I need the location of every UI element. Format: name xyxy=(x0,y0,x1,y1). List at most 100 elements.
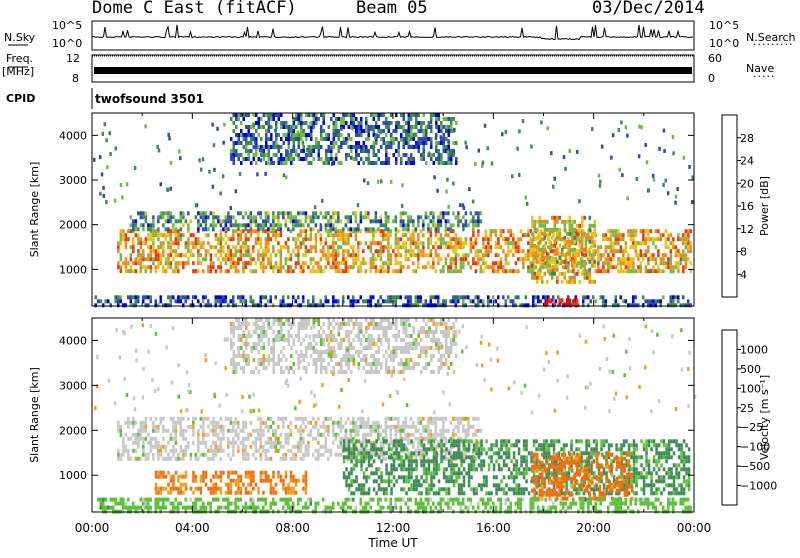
velocity-cell xyxy=(175,437,178,441)
power-cell xyxy=(303,157,306,161)
velocity-cell xyxy=(325,429,328,433)
power-cell xyxy=(233,141,236,145)
power-cell xyxy=(185,261,188,265)
velocity-cell xyxy=(468,475,471,479)
velocity-cell xyxy=(375,491,378,495)
power-cell xyxy=(290,133,293,137)
power-cell xyxy=(235,223,238,227)
power-cell xyxy=(235,113,238,117)
power-cell xyxy=(385,149,388,153)
velocity-cell xyxy=(207,425,210,429)
power-cell xyxy=(408,113,411,117)
power-cell xyxy=(515,241,518,245)
velocity-cell xyxy=(525,443,528,447)
power-cell xyxy=(615,303,618,307)
power-cell xyxy=(318,153,321,157)
power-cell xyxy=(322,215,325,219)
power-cell xyxy=(579,244,582,248)
power-cell xyxy=(125,261,128,265)
velocity-cell xyxy=(423,455,426,459)
power-cell xyxy=(120,265,123,269)
power-cell xyxy=(245,157,248,161)
power-cell xyxy=(255,149,258,153)
power-cell xyxy=(230,261,233,265)
power-cell xyxy=(632,265,635,269)
power-cell xyxy=(595,269,598,273)
power-cell xyxy=(150,299,153,303)
power-cell xyxy=(247,237,250,241)
power-cell xyxy=(104,122,107,126)
power-cell xyxy=(365,215,368,219)
power-cell xyxy=(635,269,638,273)
power-cell xyxy=(300,211,303,215)
power-cell xyxy=(331,162,334,166)
velocity-cell xyxy=(565,443,568,447)
power-cell xyxy=(347,295,350,299)
power-cell xyxy=(507,249,510,253)
power-cell xyxy=(395,269,398,273)
velocity-cell xyxy=(360,459,363,463)
power-cell xyxy=(295,237,298,241)
velocity-cell xyxy=(458,451,461,455)
power-cell xyxy=(297,219,300,223)
power-cell xyxy=(365,125,368,129)
power-cell xyxy=(222,257,225,261)
power-cell xyxy=(622,299,625,303)
velocity-cell xyxy=(505,491,508,495)
power-cell xyxy=(152,237,155,241)
power-cell xyxy=(233,121,236,125)
power-cell xyxy=(253,137,256,141)
power-cell xyxy=(162,265,165,269)
power-cell xyxy=(677,237,680,241)
velocity-cell xyxy=(242,429,245,433)
velocity-cell xyxy=(125,445,128,449)
power-cell xyxy=(430,129,433,133)
velocity-cell xyxy=(600,443,603,447)
power-cell xyxy=(245,141,248,145)
power-cell xyxy=(283,121,286,125)
velocity-cell xyxy=(438,443,441,447)
power-cell xyxy=(285,175,288,179)
power-cell xyxy=(345,265,348,269)
power-cell xyxy=(472,219,475,223)
velocity-cell xyxy=(460,417,463,421)
power-cell xyxy=(235,249,238,253)
velocity-cell xyxy=(275,441,278,445)
power-cell xyxy=(315,261,318,265)
power-cell xyxy=(612,253,615,257)
power-cell xyxy=(368,137,371,141)
power-cell xyxy=(413,161,416,165)
power-cell xyxy=(435,113,438,117)
velocity-cell xyxy=(167,441,170,445)
power-cell xyxy=(378,117,381,121)
power-cell xyxy=(255,223,258,227)
power-cell xyxy=(657,249,660,253)
power-cell xyxy=(190,241,193,245)
power-cell xyxy=(240,233,243,237)
power-cell xyxy=(405,137,408,141)
power-cell xyxy=(465,223,468,227)
velocity-cell xyxy=(430,439,433,443)
power-cell xyxy=(117,299,120,303)
power-cell xyxy=(353,145,356,149)
power-cell xyxy=(155,269,158,273)
velocity-cell xyxy=(157,445,160,449)
power-cell xyxy=(491,162,494,166)
power-cell xyxy=(412,237,415,241)
velocity-cell xyxy=(393,443,396,447)
power-cell xyxy=(589,272,592,276)
power-cell xyxy=(657,229,660,233)
power-cell xyxy=(637,303,640,307)
power-cell xyxy=(120,183,123,187)
power-cell xyxy=(410,125,413,129)
velocity-cell xyxy=(380,471,383,475)
power-cell xyxy=(305,261,308,265)
power-cell xyxy=(640,249,643,253)
velocity-cell xyxy=(440,459,443,463)
power-cell xyxy=(415,295,418,299)
velocity-cell xyxy=(170,433,173,437)
power-cell xyxy=(268,161,271,165)
velocity-cell xyxy=(463,491,466,495)
power-cell xyxy=(564,272,567,276)
power-cell xyxy=(297,237,300,241)
